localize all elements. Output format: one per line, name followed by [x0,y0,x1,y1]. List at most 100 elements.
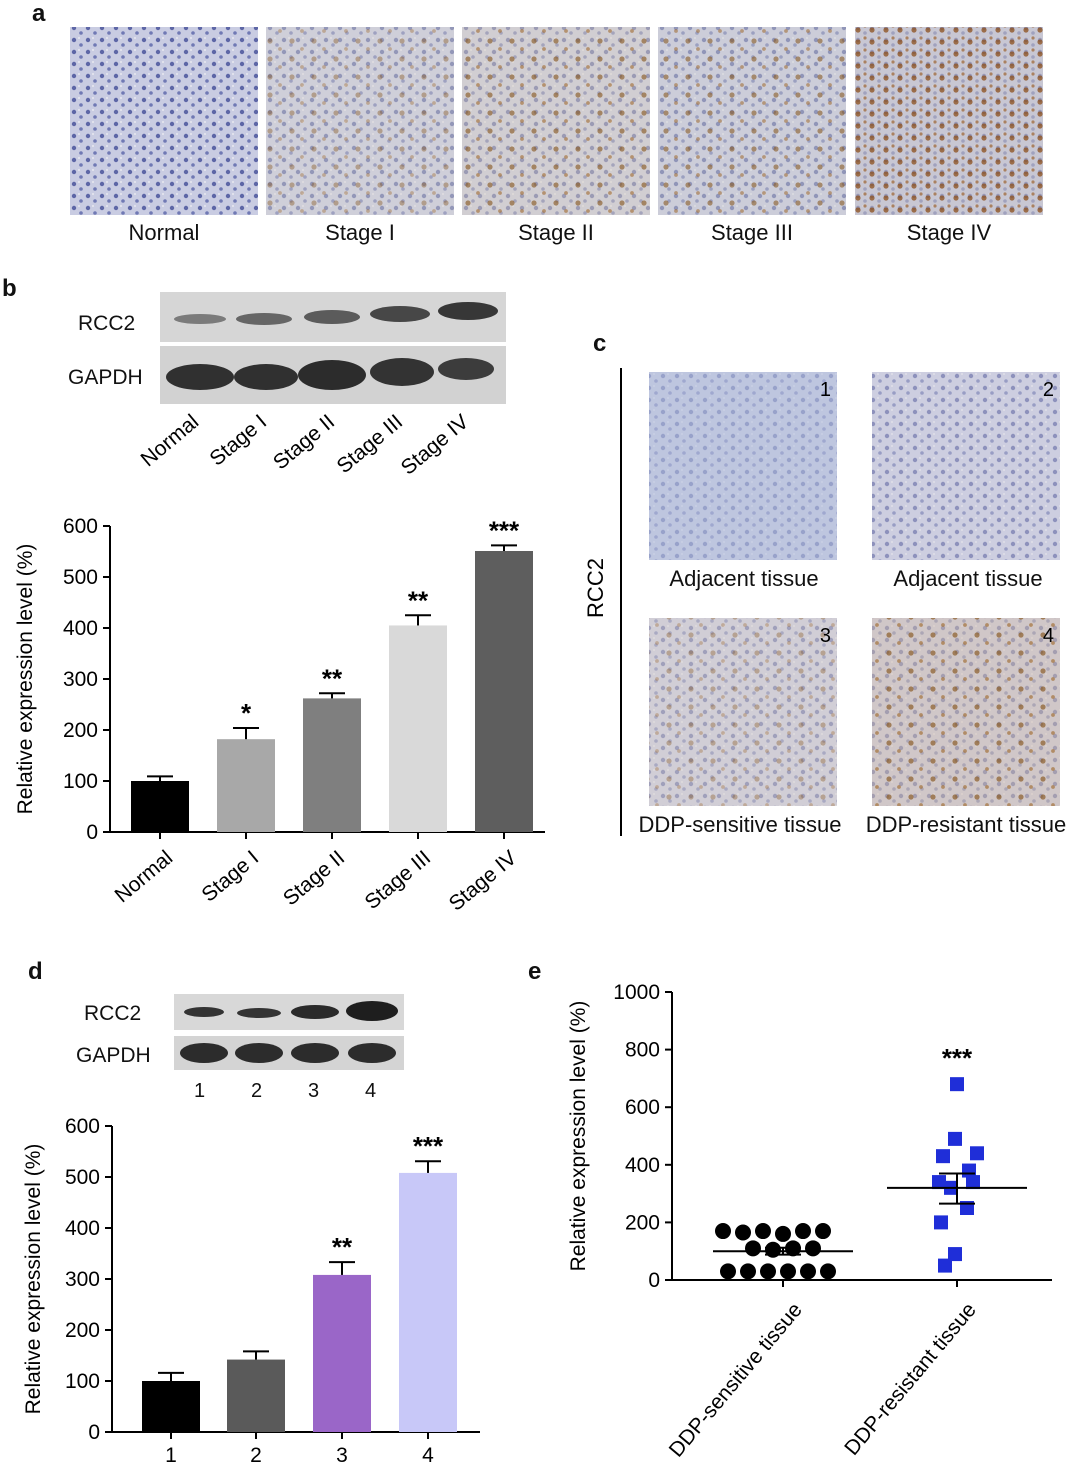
blot-d-lane-1: 1 [194,1080,206,1102]
chart-d-bar-0 [142,1381,200,1432]
micrograph-normal [70,27,258,215]
chart-e-point-sensitive-13 [780,1263,796,1280]
chart-e-significance-1: *** [942,1043,973,1073]
blot-d-label-gapdh: GAPDH [76,1044,151,1067]
chart-e-point-sensitive-12 [760,1263,776,1280]
band-d-gapdh-4 [348,1043,396,1063]
blot-d-lane-2: 2 [251,1080,263,1102]
chart-b-significance-2: ** [322,663,343,693]
chart-e-point-sensitive-10 [720,1263,736,1280]
panel-label-c: c [593,330,607,357]
chart-e-point-resistant-0 [950,1077,964,1092]
chart-e-point-sensitive-1 [735,1224,751,1241]
band-gapdh-4 [370,358,434,386]
blot-b-lane-normal: Normal [137,410,204,471]
chart-e-point-resistant-6 [966,1175,980,1190]
chart-d-bar-2 [313,1274,371,1432]
chart-b-ytick-label-6: 600 [63,515,98,538]
chart-d-ytick-label-3: 300 [65,1268,100,1291]
blot-b-lane-stage-4: Stage IV [397,410,473,479]
chart-e-point-resistant-10 [948,1247,962,1262]
band-gapdh-3 [298,360,366,390]
chart-e-point-resistant-3 [936,1149,950,1164]
caption-c-1: Adjacent tissue [669,566,819,591]
chart-b-ytick-label-2: 200 [63,719,98,742]
chart-e-point-resistant-5 [932,1175,946,1190]
chart-b-xtick-label-4: Stage IV [445,846,521,915]
chart-e-xtick-label-1: DDP-resistant tissue [840,1298,981,1459]
micrograph-c-1 [649,372,837,560]
band-gapdh-1 [166,364,234,390]
chart-b-xtick-label-2: Stage II [279,846,349,910]
chart-d-xtick-label-2: 3 [336,1444,348,1467]
chart-b-bar-3 [389,625,447,832]
caption-c-4: DDP-resistant tissue [865,812,1067,837]
chart-e-point-sensitive-14 [800,1263,816,1280]
chart-e-ylabel: Relative expression level (%) [567,1001,590,1272]
chart-e-ytick-label-3: 600 [625,1096,660,1119]
caption-normal: Normal [128,220,200,245]
blot-b-lane-stage-1: Stage I [205,410,271,470]
chart-e-point-resistant-1 [948,1131,962,1146]
chart-b-xtick-label-1: Stage I [197,846,263,906]
chart-b-ytick-label-5: 500 [63,566,98,589]
chart-b-bar-2 [303,698,361,832]
chart-b-ylabel: Relative expression level (%) [14,544,37,815]
chart-e-point-resistant-9 [934,1215,948,1230]
band-d-rcc2-3 [291,1005,339,1019]
band-rcc2-1 [174,314,226,324]
band-gapdh-5 [438,358,494,380]
chart-b-ytick-label-0: 0 [86,821,98,844]
band-rcc2-3 [304,310,360,324]
panel-label-e: e [528,958,542,985]
chart-b-ytick-label-4: 400 [63,617,98,640]
chart-d: 0 100 200 300 400 500 600 Relative expression l… [22,1115,480,1467]
blot-b-label-rcc2: RCC2 [78,312,136,335]
blot-b-lane-stage-2: Stage II [269,410,339,474]
caption-stage-2: Stage II [518,220,594,245]
chart-e-ytick-label-2: 400 [625,1154,660,1177]
chart-d-ylabel: Relative expression level (%) [22,1144,45,1415]
chart-e: 0 200 400 600 800 1000 Relative expression lev… [567,981,1052,1462]
micrograph-stage-3 [658,27,846,215]
chart-b-ytick-label-1: 100 [63,770,98,793]
chart-d-ytick-label-4: 400 [65,1217,100,1240]
blot-d-lane-3: 3 [308,1080,320,1102]
chart-b-significance-4: *** [489,515,520,545]
chart-d-ytick-label-5: 500 [65,1166,100,1189]
blot-d-lane-4: 4 [365,1080,377,1102]
chart-b: 0 100 200 300 400 500 600 Relative expression l… [14,515,545,916]
band-d-rcc2-1 [184,1007,224,1017]
caption-c-2: Adjacent tissue [893,566,1043,591]
chart-d-ytick-label-0: 0 [88,1421,100,1444]
micrograph-c-3 [649,618,837,806]
chart-d-significance-3: *** [413,1131,444,1161]
micrograph-c-number-2: 2 [1043,379,1054,401]
micrograph-c-number-4: 4 [1043,625,1054,647]
band-rcc2-2 [236,313,292,325]
chart-d-bar-1 [227,1359,285,1432]
chart-e-point-sensitive-15 [820,1263,836,1280]
chart-d-ytick-label-1: 100 [65,1370,100,1393]
chart-e-point-sensitive-6 [745,1240,761,1257]
chart-e-point-sensitive-9 [805,1240,821,1257]
blot-b [160,292,506,404]
chart-e-point-sensitive-0 [715,1223,731,1240]
band-d-gapdh-3 [291,1043,339,1063]
chart-e-ytick-label-5: 1000 [613,981,660,1004]
chart-b-xtick-label-0: Normal [111,846,178,907]
chart-e-point-sensitive-4 [795,1223,811,1240]
chart-b-bar-4 [475,550,533,832]
chart-b-xtick-label-3: Stage III [361,846,436,914]
chart-b-ytick-label-3: 300 [63,668,98,691]
micrograph-stage-4 [855,27,1043,215]
panel-c-side-label: RCC2 [583,558,608,618]
chart-d-xtick-label-1: 2 [250,1444,262,1467]
chart-e-point-sensitive-2 [755,1223,771,1240]
band-d-gapdh-1 [180,1043,228,1063]
chart-e-point-resistant-2 [970,1146,984,1161]
caption-stage-3: Stage III [711,220,793,245]
blot-d [174,994,404,1070]
band-d-gapdh-2 [235,1043,283,1063]
chart-e-ytick-label-1: 200 [625,1211,660,1234]
